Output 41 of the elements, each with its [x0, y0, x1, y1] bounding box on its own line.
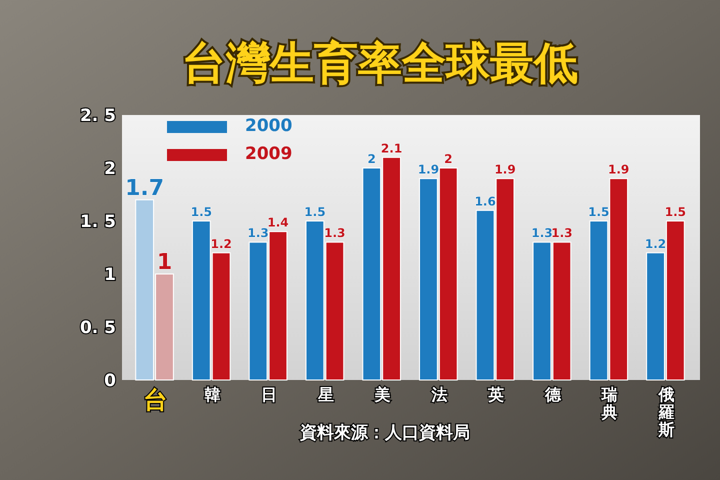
- data-label: 1.9: [494, 162, 516, 177]
- y-tick-label: 0: [104, 370, 116, 391]
- x-tick-label: 日: [261, 385, 278, 404]
- data-label: 2: [444, 152, 452, 166]
- data-label: 1.5: [664, 205, 686, 219]
- x-tick-label: 美: [374, 385, 391, 404]
- y-tick-label: 1. 5: [80, 212, 116, 232]
- data-label: 1.3: [551, 226, 572, 240]
- y-tick-label: 1: [104, 264, 116, 285]
- y-tick-label: 2: [104, 158, 116, 179]
- y-tick-label: 0. 5: [80, 318, 116, 338]
- data-label: 1.5: [304, 205, 326, 219]
- data-label: 1.5: [588, 205, 610, 219]
- x-tick-label: 法: [430, 385, 448, 404]
- data-label: 1.2: [644, 236, 666, 251]
- data-label: 1.9: [608, 162, 630, 177]
- x-tick-label: 德: [544, 385, 562, 404]
- data-label: 1.5: [190, 205, 212, 219]
- data-label: 1.4: [267, 216, 289, 230]
- chart-title: 台灣生育率全球最低: [182, 38, 578, 89]
- data-label: 1.3: [531, 226, 553, 240]
- x-tick-label: 俄羅斯: [657, 385, 674, 440]
- source-note: 資料來源：人口資料局: [299, 423, 470, 443]
- data-label: 1.7: [125, 176, 164, 201]
- data-label: 1.3: [248, 226, 269, 240]
- data-label: 1.6: [474, 194, 496, 208]
- legend-entry: 2009: [167, 144, 292, 164]
- legend-label: 2000: [245, 116, 292, 136]
- x-tick-label: 星: [316, 385, 334, 404]
- x-tick-label: 台: [144, 386, 168, 414]
- legend-entry: 2000: [167, 116, 292, 136]
- data-label: 1.9: [418, 162, 440, 177]
- y-tick-label: 2. 5: [80, 106, 116, 126]
- data-label: 1: [156, 250, 172, 275]
- x-tick-label: 瑞典: [600, 385, 618, 422]
- x-tick-label: 英: [487, 385, 504, 404]
- data-label: 1.2: [210, 236, 232, 251]
- data-label: 1.3: [324, 226, 346, 240]
- data-label: 2: [368, 152, 376, 166]
- data-label: 2.1: [380, 141, 402, 156]
- x-tick-label: 韓: [204, 385, 220, 404]
